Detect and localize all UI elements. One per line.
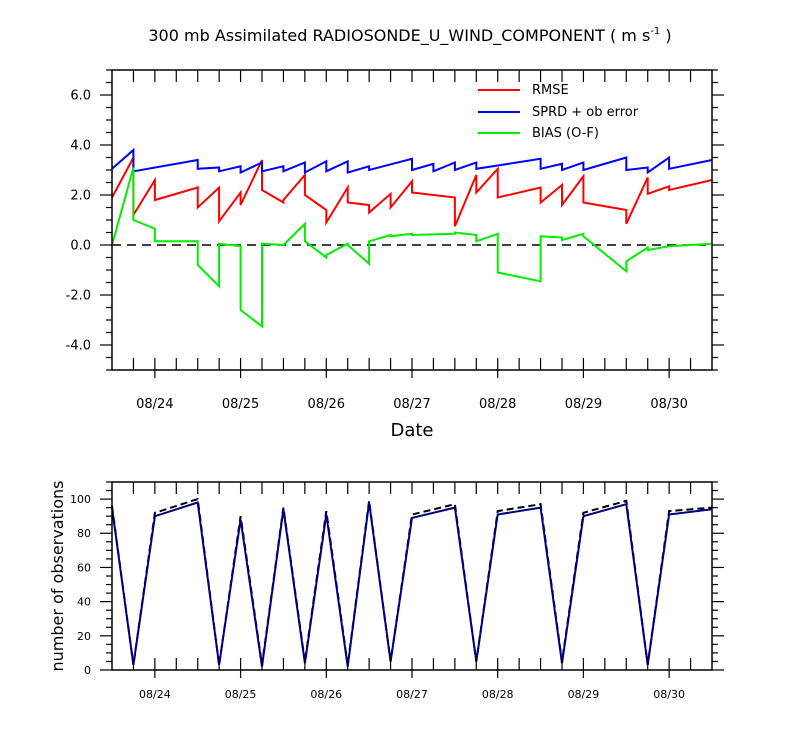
bottom-ticks-layer: 08/24 08/25 08/26 08/27 08/28 08/29 08/30 0 20 40… (70, 481, 724, 701)
y-tick-label: 6.0 (70, 89, 91, 104)
y-tick-label: 60 (77, 561, 91, 574)
x-tick-label: 08/26 (308, 397, 345, 412)
y-tick-label: -4.0 (66, 339, 91, 354)
x-tick-label: 08/25 (222, 397, 259, 412)
legend: RMSE SPRD + ob error BIAS (O-F) (478, 83, 639, 141)
y-tick-label: 0.0 (70, 239, 91, 254)
top-series-layer (111, 147, 713, 329)
x-tick-label: 08/24 (136, 397, 173, 412)
y-tick-label: 40 (77, 596, 91, 609)
bottom-plot: 08/24 08/25 08/26 08/27 08/28 08/29 08/30 0 20 40… (48, 481, 724, 701)
y-tick-label: 100 (70, 493, 91, 506)
legend-label-bias: BIAS (O-F) (532, 126, 599, 141)
title-suffix: ) (660, 26, 671, 45)
x-tick-label: 08/27 (393, 397, 430, 412)
y-tick-label: -2.0 (66, 289, 91, 304)
y-tick-label: 20 (77, 630, 91, 643)
chart-title: 300 mb Assimilated RADIOSONDE_U_WIND_COM… (148, 26, 671, 46)
x-tick-label: 08/29 (568, 688, 600, 701)
x-tick-label: 08/28 (479, 397, 516, 412)
bottom-y-axis-label: number of observations (48, 481, 67, 672)
x-tick-label: 08/27 (396, 688, 428, 701)
x-tick-label: 08/24 (139, 688, 171, 701)
bottom-plot-frame (111, 481, 713, 671)
y-tick-label: 80 (77, 527, 91, 540)
bottom-series-layer (111, 497, 713, 667)
top-ticks-layer: 08/24 08/25 08/26 08/27 08/28 08/29 08/30 -4.0 -… (66, 69, 724, 412)
series-line-0-0 (111, 157, 713, 227)
x-tick-label: 08/28 (482, 688, 514, 701)
x-tick-label: 08/26 (310, 688, 342, 701)
legend-label-rmse: RMSE (532, 83, 569, 98)
y-tick-label: 2.0 (70, 189, 91, 204)
title-main: 300 mb Assimilated RADIOSONDE_U_WIND_COM… (148, 26, 650, 46)
x-tick-label: 08/29 (565, 397, 602, 412)
y-tick-label: 4.0 (70, 139, 91, 154)
series-line-0-1 (111, 147, 713, 175)
y-tick-label: 0 (84, 664, 91, 677)
top-plot: 08/24 08/25 08/26 08/27 08/28 08/29 08/30 -4.0 -… (66, 69, 724, 441)
x-tick-label: 08/30 (650, 397, 687, 412)
legend-label-sprd: SPRD + ob error (532, 105, 639, 120)
series-line-1-1 (111, 501, 713, 667)
x-tick-label: 08/25 (225, 688, 257, 701)
series-line-0-2 (111, 167, 713, 329)
top-x-axis-label: Date (390, 420, 433, 441)
x-tick-label: 08/30 (653, 688, 685, 701)
title-superscript: -1 (650, 26, 660, 37)
